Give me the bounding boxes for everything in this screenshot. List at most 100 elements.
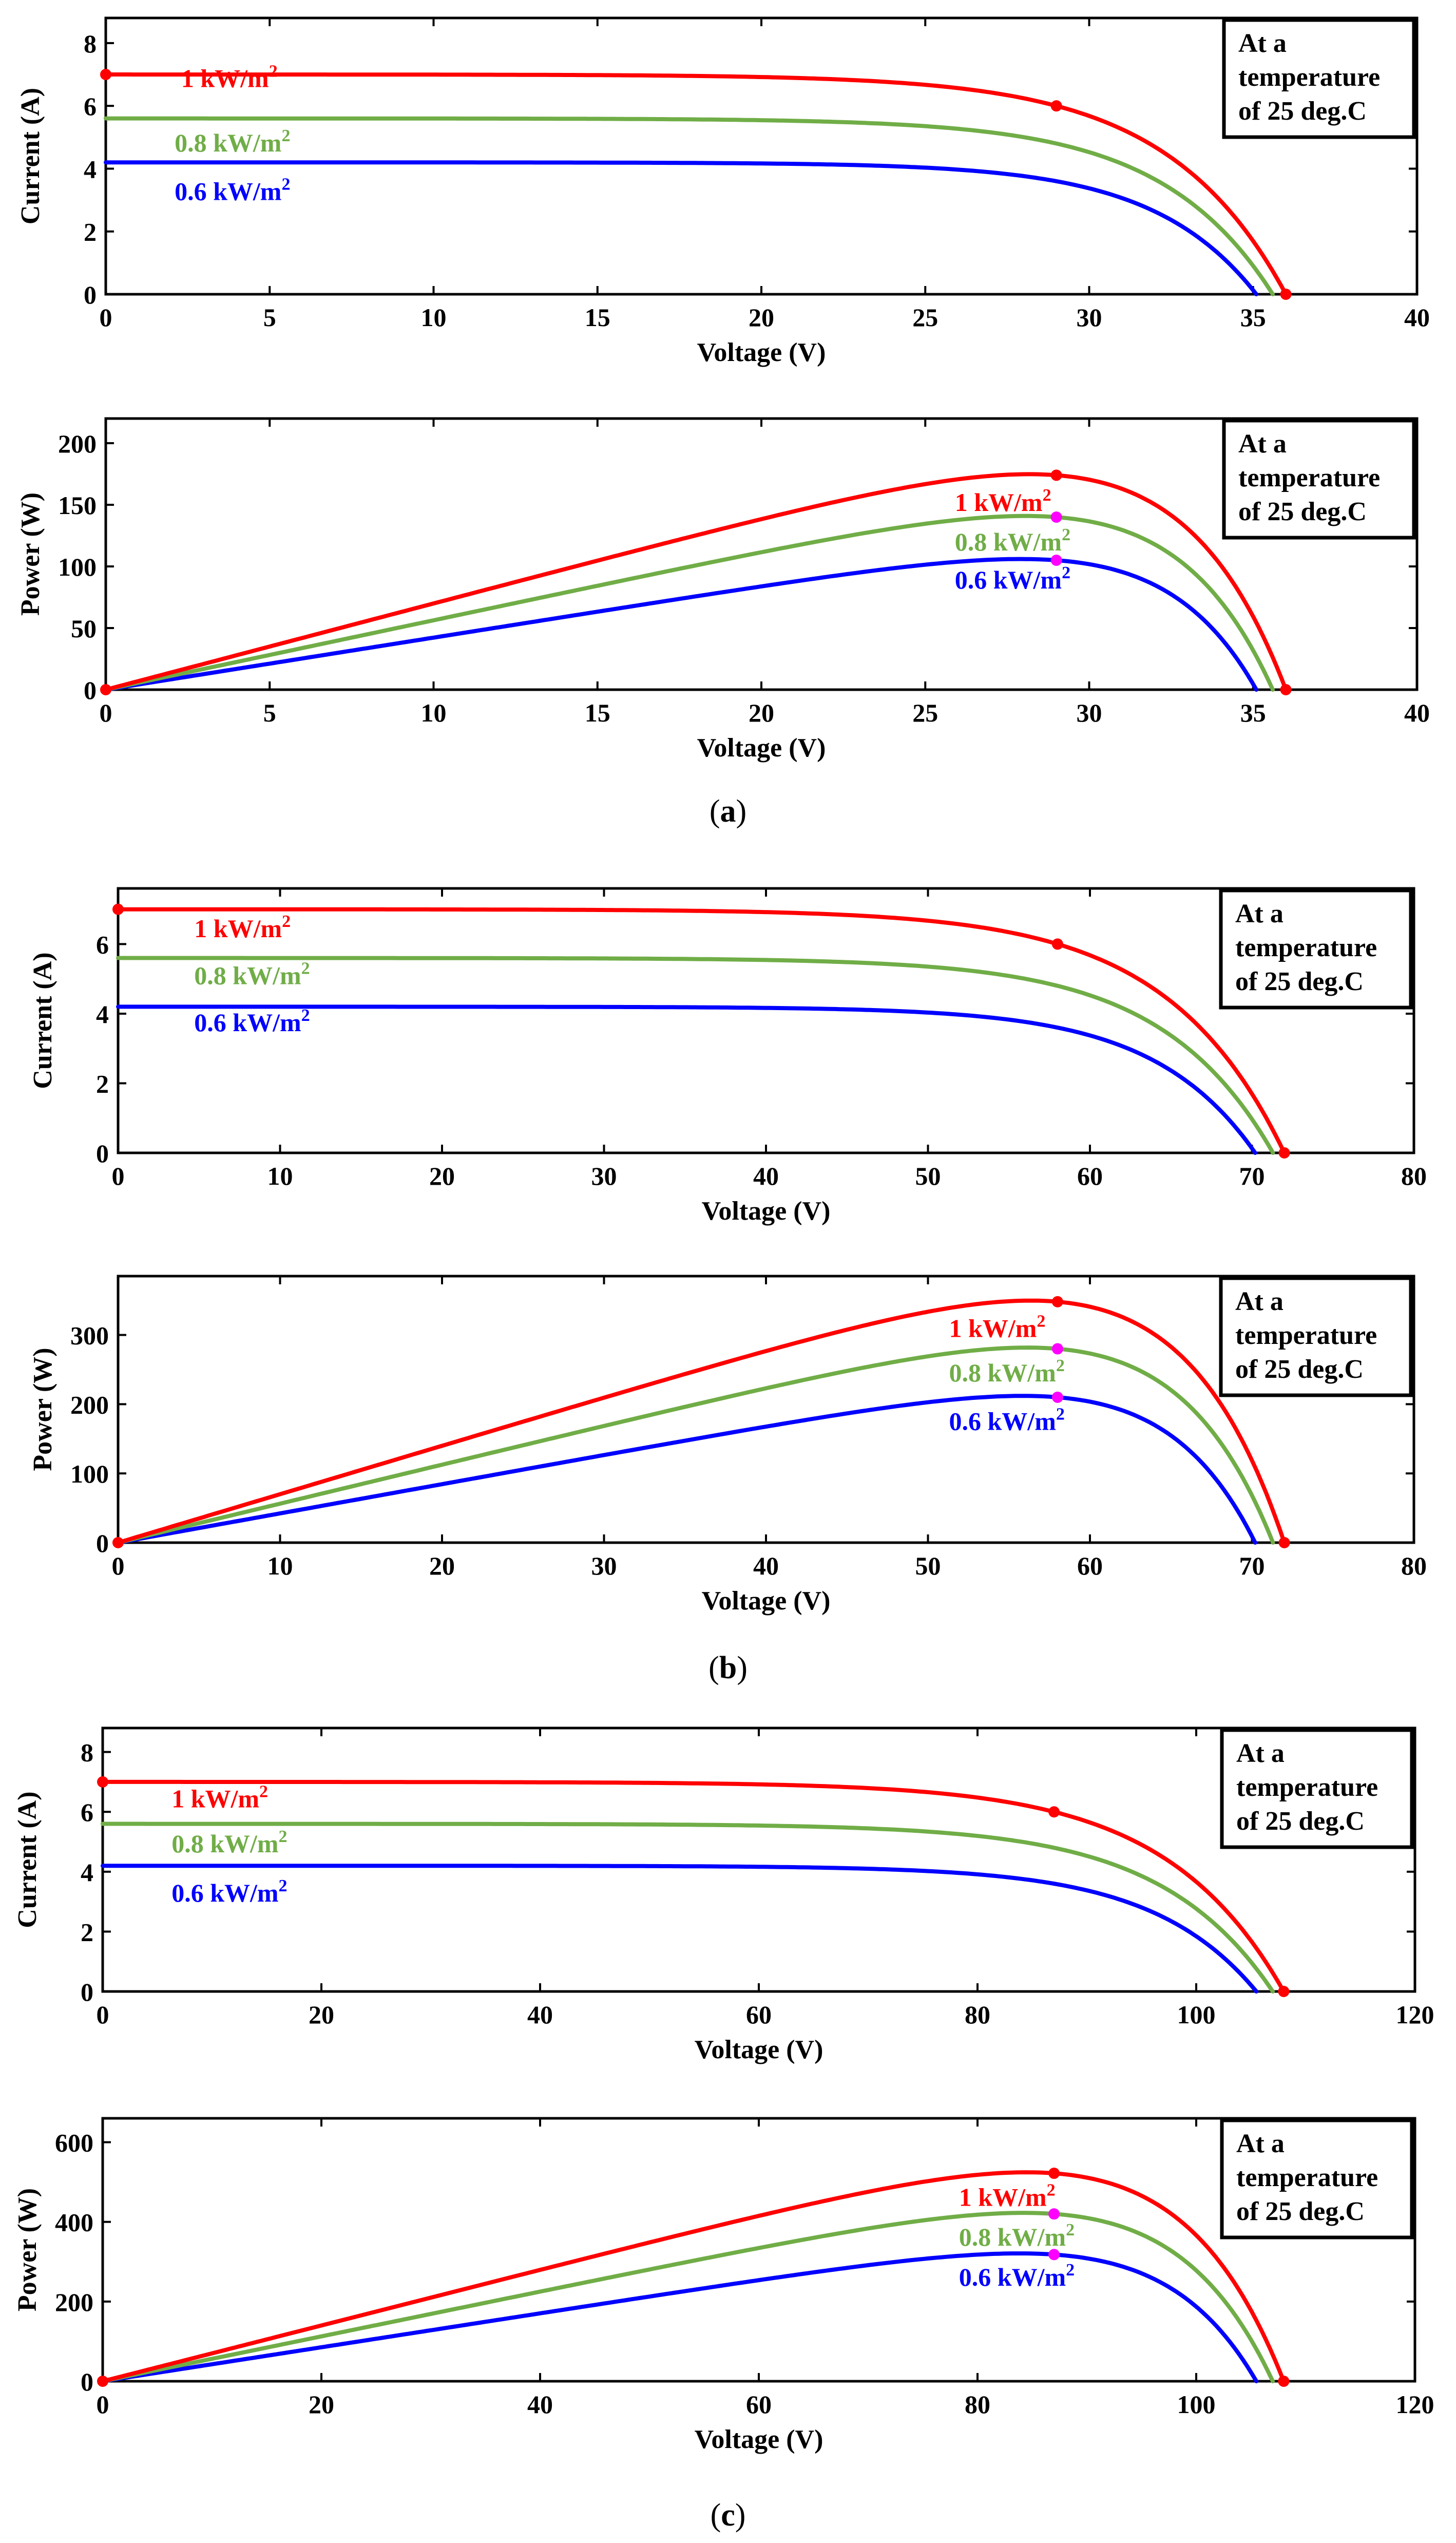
series-line-s600 <box>101 1864 1259 1994</box>
x-tick-label: 100 <box>1177 2000 1216 2029</box>
x-tick-label: 40 <box>527 2000 553 2029</box>
temperature-note-box <box>1219 888 1413 1010</box>
x-tick-label: 80 <box>1401 1162 1427 1190</box>
series-label-s600: 0.6 kW/m2 <box>171 1876 287 1907</box>
series-label-s600: 0.6 kW/m2 <box>959 2261 1075 2291</box>
y-tick-label: 4 <box>84 155 97 183</box>
x-tick-label: 5 <box>263 698 276 727</box>
x-tick-label: 25 <box>912 303 938 332</box>
x-axis-title: Voltage (V) <box>702 1586 831 1616</box>
series-label-s600: 0.6 kW/m2 <box>955 563 1070 594</box>
x-tick-label: 40 <box>527 2390 553 2419</box>
x-axis-title: Voltage (V) <box>695 2035 823 2064</box>
x-tick-label: 40 <box>1404 303 1430 332</box>
series-line-s1000 <box>104 72 1288 296</box>
mpp-marker <box>1048 2168 1060 2179</box>
y-tick-label: 8 <box>84 29 97 58</box>
series-label-s1000: 1 kW/m2 <box>959 2181 1056 2212</box>
temperature-note-line: temperature <box>1236 2163 1378 2192</box>
chart-a-iv: 0 5 10 15 20 25 30 35 40 0 2 4 6 8 Voltage (V) Current … <box>16 16 1430 367</box>
series-line-s1000 <box>104 472 1288 692</box>
series-line-s600 <box>104 160 1259 296</box>
start-point-marker <box>112 1537 124 1548</box>
y-tick-label: 2 <box>81 1918 93 1946</box>
y-tick-label: 8 <box>81 1738 93 1767</box>
temperature-note-line: of 25 deg.C <box>1236 2197 1365 2226</box>
x-tick-label: 20 <box>429 1162 455 1190</box>
x-tick-label: 70 <box>1239 1162 1265 1190</box>
series-line-s800 <box>104 514 1275 692</box>
x-tick-label: 60 <box>746 2000 772 2029</box>
mpp-marker <box>1051 1296 1063 1307</box>
x-tick-label: 40 <box>753 1551 779 1580</box>
x-tick-label: 20 <box>309 2000 334 2029</box>
mpp-marker <box>1048 2208 1060 2220</box>
chart-c-pv: 0 20 40 60 80 100 120 0 200 400 600 Voltage (V) Powe… <box>13 2117 1434 2454</box>
x-axis-title: Voltage (V) <box>702 1197 831 1226</box>
y-tick-label: 0 <box>84 280 97 309</box>
temperature-note-line: At a <box>1238 29 1287 58</box>
series-line-s800 <box>116 1345 1275 1545</box>
y-axis-title: Power (W) <box>28 1348 58 1471</box>
x-tick-label: 0 <box>112 1162 125 1190</box>
y-tick-label: 300 <box>70 1321 109 1350</box>
x-tick-label: 20 <box>749 303 774 332</box>
series-line-s600 <box>101 2251 1259 2383</box>
temperature-note-line: of 25 deg.C <box>1235 967 1364 996</box>
x-tick-label: 120 <box>1396 2000 1434 2029</box>
y-tick-label: 100 <box>70 1459 109 1488</box>
temperature-note-line: temperature <box>1235 933 1377 962</box>
series-label-s800: 0.8 kW/m2 <box>955 525 1070 556</box>
series-label-s1000: 1 kW/m2 <box>949 1312 1046 1343</box>
chart-a-pv: 0 5 10 15 20 25 30 35 40 0 50 100 150 200 Voltage (V) P… <box>16 417 1430 763</box>
temperature-note-line: temperature <box>1238 463 1380 492</box>
x-tick-label: 0 <box>100 698 112 727</box>
x-tick-label: 120 <box>1396 2390 1434 2419</box>
y-tick-label: 200 <box>58 429 97 458</box>
series-line-s600 <box>104 557 1259 692</box>
y-tick-label: 6 <box>96 930 109 959</box>
y-tick-label: 4 <box>96 1000 109 1029</box>
y-axis-title: Current (A) <box>16 88 45 224</box>
x-tick-label: 20 <box>429 1551 455 1580</box>
y-tick-label: 400 <box>55 2208 93 2237</box>
temperature-note-line: At a <box>1235 899 1283 928</box>
x-tick-label: 50 <box>915 1551 941 1580</box>
x-tick-label: 35 <box>1240 698 1266 727</box>
series-line-s600 <box>116 1394 1257 1545</box>
x-tick-label: 20 <box>749 698 774 727</box>
series-label-s800: 0.8 kW/m2 <box>194 959 310 990</box>
series-line-s600 <box>116 1004 1257 1155</box>
x-tick-label: 60 <box>1077 1551 1103 1580</box>
y-tick-label: 600 <box>55 2129 93 2157</box>
x-axis-title: Voltage (V) <box>697 733 826 763</box>
series-label-s800: 0.8 kW/m2 <box>171 1827 287 1858</box>
series-line-s800 <box>101 1821 1275 1994</box>
x-tick-label: 30 <box>1077 303 1102 332</box>
mpp-marker <box>1048 1806 1060 1818</box>
y-axis-title: Current (A) <box>13 1791 42 1928</box>
mpp-marker <box>1050 511 1062 523</box>
temperature-note-box <box>1220 2118 1414 2240</box>
y-tick-label: 150 <box>58 491 97 520</box>
voc-marker <box>1280 289 1292 300</box>
series-line-s1000 <box>116 907 1287 1155</box>
series-label-s800: 0.8 kW/m2 <box>949 1356 1065 1387</box>
temperature-note-box <box>1222 18 1416 139</box>
x-tick-label: 80 <box>1401 1551 1427 1580</box>
series-line-s800 <box>104 116 1275 296</box>
x-tick-label: 10 <box>267 1551 293 1580</box>
mpp-marker <box>1051 1343 1063 1355</box>
x-tick-label: 25 <box>912 698 938 727</box>
y-axis-title: Current (A) <box>28 952 58 1089</box>
series-label-s800: 0.8 kW/m2 <box>959 2221 1075 2251</box>
x-tick-label: 10 <box>421 303 447 332</box>
x-tick-label: 60 <box>1077 1162 1103 1190</box>
y-tick-label: 4 <box>81 1858 93 1887</box>
series-line-s1000 <box>101 2170 1286 2383</box>
series-line-s800 <box>116 956 1275 1155</box>
series-label-s800: 0.8 kW/m2 <box>175 126 290 157</box>
panel-caption-a: (a) <box>710 794 746 829</box>
x-tick-label: 30 <box>591 1551 617 1580</box>
x-tick-label: 10 <box>421 698 447 727</box>
